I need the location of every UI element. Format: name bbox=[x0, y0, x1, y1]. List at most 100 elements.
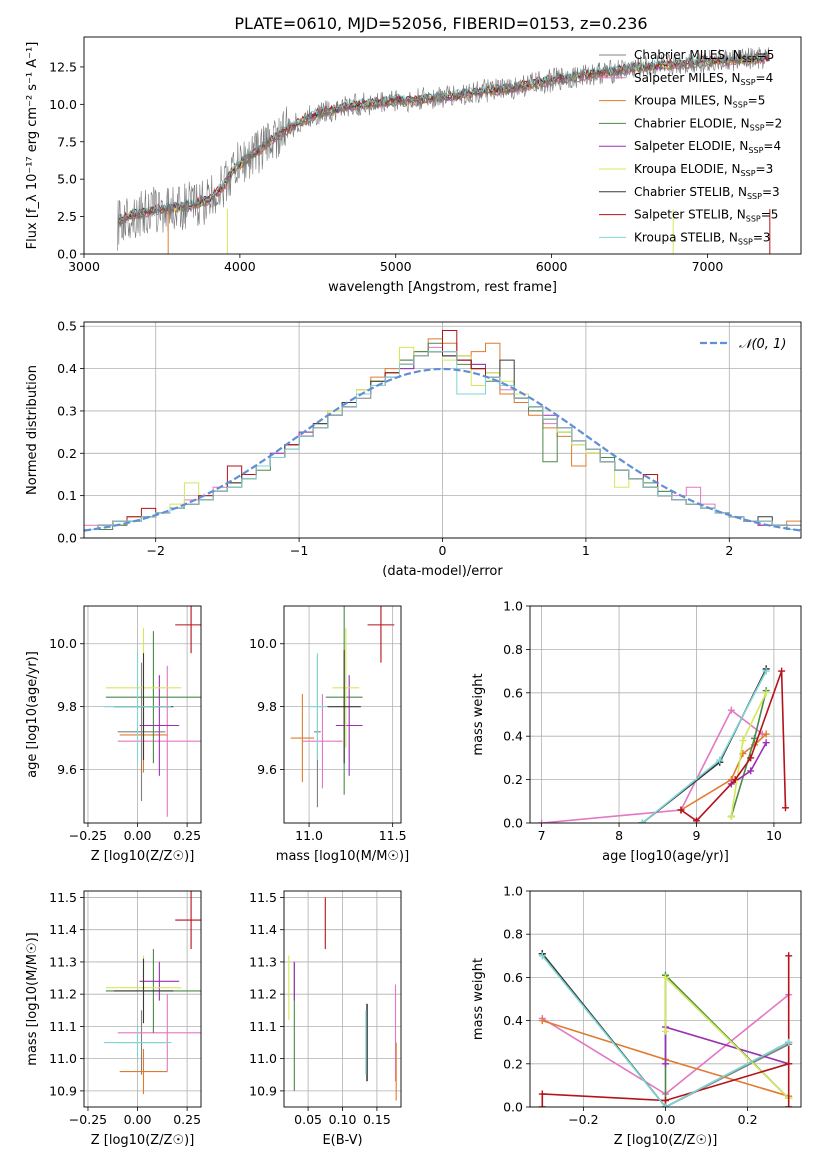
error-bars bbox=[103, 606, 201, 817]
mass-weight-marker bbox=[538, 1017, 546, 1025]
model-spectra bbox=[117, 47, 771, 254]
mass-weight-marker bbox=[785, 1038, 793, 1046]
y-tick-label: 11.3 bbox=[249, 954, 277, 969]
y-tick-label: 0.0 bbox=[503, 1100, 523, 1115]
x-axis-label: E(B-V) bbox=[322, 1133, 362, 1148]
y-tick-label: 11.5 bbox=[49, 890, 77, 905]
x-axis-label: mass [log10(M/M☉)] bbox=[276, 849, 409, 864]
y-tick-label: 0.6 bbox=[503, 685, 523, 700]
mass-weight-line bbox=[641, 668, 767, 823]
x-tick-label: 6000 bbox=[536, 259, 568, 274]
y-tick-label: 0.4 bbox=[57, 361, 77, 376]
y-tick-label: 11.3 bbox=[49, 954, 77, 969]
plot-frame bbox=[283, 605, 402, 824]
legend-label: Chabrier MILES, NSSP=5 bbox=[634, 48, 774, 64]
y-tick-label: 9.6 bbox=[57, 762, 77, 777]
y-tick-label: 5.0 bbox=[57, 172, 77, 187]
mass-weight-lines bbox=[538, 665, 790, 823]
panel-mass-vs-Z: −0.25 0.00 0.25 10.9 11.0 11.1 11.2 11.3 11.4 11.… bbox=[25, 890, 202, 1148]
mass-weight-marker bbox=[785, 1060, 793, 1068]
x-tick-label: 7000 bbox=[692, 259, 724, 274]
mass-weight-marker bbox=[782, 804, 790, 812]
x-tick-label: 0.05 bbox=[294, 1112, 322, 1127]
y-tick-label: 9.8 bbox=[57, 699, 77, 714]
histograms bbox=[84, 330, 801, 532]
x-tick-label: −0.2 bbox=[568, 1112, 598, 1127]
mass-weight-marker bbox=[662, 1097, 669, 1105]
x-tick-label: 0.00 bbox=[124, 828, 152, 843]
mass-weight-marker bbox=[778, 667, 786, 675]
x-tick-label: 0.25 bbox=[173, 828, 201, 843]
mass-weight-marker bbox=[677, 806, 685, 814]
y-tick-label: 0.2 bbox=[503, 772, 523, 787]
y-axis-label: age [log10(age/yr)] bbox=[25, 651, 40, 778]
x-axis-label: wavelength [Angstrom, rest frame] bbox=[328, 280, 557, 295]
legend-label: Chabrier ELODIE, NSSP=2 bbox=[634, 116, 782, 132]
x-tick-label: 2 bbox=[725, 543, 733, 558]
mass-weight-marker bbox=[662, 1060, 669, 1068]
y-tick-label: 11.0 bbox=[249, 1051, 277, 1066]
x-tick-label: −0.25 bbox=[69, 1112, 107, 1127]
histogram-step-line bbox=[84, 351, 801, 530]
x-tick-label: 11.0 bbox=[295, 828, 323, 843]
x-tick-label: −0.25 bbox=[69, 828, 107, 843]
mass-weight-marker bbox=[731, 776, 739, 784]
plot-frame bbox=[283, 890, 402, 1108]
normal-curve bbox=[84, 367, 801, 532]
mass-weight-line bbox=[641, 670, 767, 823]
plot-frame bbox=[83, 890, 202, 1108]
error-bars bbox=[288, 897, 397, 1101]
y-tick-label: 11.4 bbox=[249, 922, 277, 937]
plot-frame bbox=[529, 890, 802, 1108]
legend: 𝒩(0, 1) bbox=[700, 337, 786, 352]
x-tick-label: 5000 bbox=[380, 259, 412, 274]
y-tick-label: 9.6 bbox=[257, 762, 277, 777]
y-axis-label: mass weight bbox=[471, 958, 486, 1040]
x-tick-label: 0.2 bbox=[738, 1112, 758, 1127]
y-tick-label: 0.6 bbox=[503, 970, 523, 985]
legend-label: Salpeter MILES, NSSP=4 bbox=[634, 71, 773, 87]
y-tick-label: 7.5 bbox=[57, 134, 77, 149]
y-tick-label: 11.2 bbox=[49, 987, 77, 1002]
x-tick-label: 7 bbox=[538, 828, 546, 843]
legend-label: Kroupa STELIB, NSSP=3 bbox=[634, 230, 771, 246]
y-tick-label: 0.4 bbox=[503, 1013, 523, 1028]
mass-weight-marker bbox=[747, 767, 755, 775]
y-tick-label: 2.5 bbox=[57, 209, 77, 224]
plot-frame bbox=[83, 36, 802, 255]
x-tick-label: 0.25 bbox=[173, 1112, 201, 1127]
y-tick-label: 0.2 bbox=[503, 1056, 523, 1071]
y-tick-label: 12.5 bbox=[49, 59, 77, 74]
mass-weight-marker bbox=[662, 1027, 669, 1035]
panel-residuals: −2 −1 0 1 2 0.0 0.1 0.2 0.3 0.4 0.5 (data-model)/er… bbox=[25, 319, 802, 579]
y-tick-label: 0.3 bbox=[57, 403, 77, 418]
legend-label: Salpeter ELODIE, NSSP=4 bbox=[634, 139, 781, 155]
y-tick-label: 0.0 bbox=[57, 531, 77, 546]
x-axis-label: Z [log10(Z/Z☉)] bbox=[91, 849, 195, 864]
mass-weight-marker bbox=[727, 706, 735, 714]
mass-weight-line bbox=[641, 668, 767, 823]
legend-label: Kroupa MILES, NSSP=5 bbox=[634, 94, 765, 110]
y-tick-label: 0.0 bbox=[503, 816, 523, 831]
legend-label: Salpeter STELIB, NSSP=5 bbox=[634, 208, 778, 224]
panel-mass-weight-vs-Z: −0.2 0.0 0.2 0.0 0.2 0.4 0.6 0.8 1.0 Z [log10(Z/Z… bbox=[471, 884, 802, 1148]
figure-title: PLATE=0610, MJD=52056, FIBERID=0153, z=0… bbox=[234, 14, 647, 33]
mass-weight-marker bbox=[692, 817, 700, 823]
mass-weight-marker bbox=[638, 819, 646, 823]
x-tick-label: 1 bbox=[582, 543, 590, 558]
y-axis-label: mass weight bbox=[471, 673, 486, 755]
mass-weight-marker bbox=[662, 973, 669, 981]
mass-weight-marker bbox=[662, 1103, 669, 1107]
mass-weight-marker bbox=[716, 756, 724, 764]
y-tick-label: 1.0 bbox=[503, 599, 523, 614]
mass-weight-marker bbox=[762, 667, 770, 675]
mass-weight-line bbox=[541, 955, 790, 1107]
y-tick-label: 0.2 bbox=[57, 446, 77, 461]
mass-weight-line bbox=[664, 1026, 789, 1065]
mass-weight-marker bbox=[538, 1103, 546, 1107]
y-tick-label: 11.5 bbox=[249, 890, 277, 905]
y-tick-label: 10.9 bbox=[49, 1083, 77, 1098]
legend-label: 𝒩(0, 1) bbox=[739, 337, 786, 352]
y-tick-label: 0.8 bbox=[503, 642, 523, 657]
